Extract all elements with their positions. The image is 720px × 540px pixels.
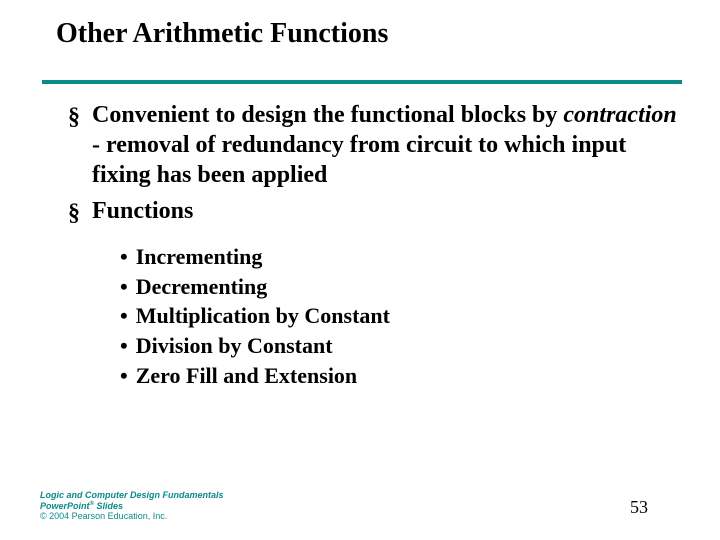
bullet-icon: • (120, 331, 128, 361)
bullet-text: Functions (92, 196, 678, 226)
title-rule (42, 80, 682, 84)
bullet-icon: • (120, 242, 128, 272)
footer-copyright: © 2004 Pearson Education, Inc. (40, 512, 224, 522)
sub-list: • Incrementing • Decrementing • Multipli… (120, 242, 678, 390)
sub-bullet-item: • Zero Fill and Extension (120, 361, 678, 391)
footer-product: PowerPoint (40, 501, 90, 511)
footer-slides: Slides (94, 501, 123, 511)
section-icon: § (68, 102, 80, 132)
sub-bullet-text: Multiplication by Constant (136, 301, 390, 331)
sub-bullet-text: Division by Constant (136, 331, 333, 361)
sub-bullet-item: • Incrementing (120, 242, 678, 272)
bullet-icon: • (120, 272, 128, 302)
bullet-text-post: - removal of redundancy from circuit to … (92, 132, 626, 188)
content-area: § Convenient to design the functional bl… (68, 100, 678, 390)
section-icon: § (68, 198, 80, 228)
slide: Other Arithmetic Functions § Convenient … (0, 0, 720, 540)
bullet-icon: • (120, 301, 128, 331)
sub-bullet-item: • Decrementing (120, 272, 678, 302)
page-number: 53 (630, 497, 648, 518)
bullet-item: § Convenient to design the functional bl… (68, 100, 678, 190)
sub-bullet-text: Decrementing (136, 272, 268, 302)
footer: Logic and Computer Design Fundamentals P… (40, 491, 224, 522)
bullet-text: Convenient to design the functional bloc… (92, 100, 678, 190)
bullet-text-italic: contraction (563, 102, 676, 128)
bullet-icon: • (120, 361, 128, 391)
sub-bullet-item: • Multiplication by Constant (120, 301, 678, 331)
footer-line-1: Logic and Computer Design Fundamentals (40, 491, 224, 501)
sub-bullet-item: • Division by Constant (120, 331, 678, 361)
bullet-text-pre: Convenient to design the functional bloc… (92, 102, 563, 128)
sub-bullet-text: Incrementing (136, 242, 263, 272)
bullet-item: § Functions (68, 196, 678, 228)
slide-title: Other Arithmetic Functions (56, 18, 388, 50)
bullet-text-pre: Functions (92, 198, 193, 224)
sub-bullet-text: Zero Fill and Extension (136, 361, 357, 391)
